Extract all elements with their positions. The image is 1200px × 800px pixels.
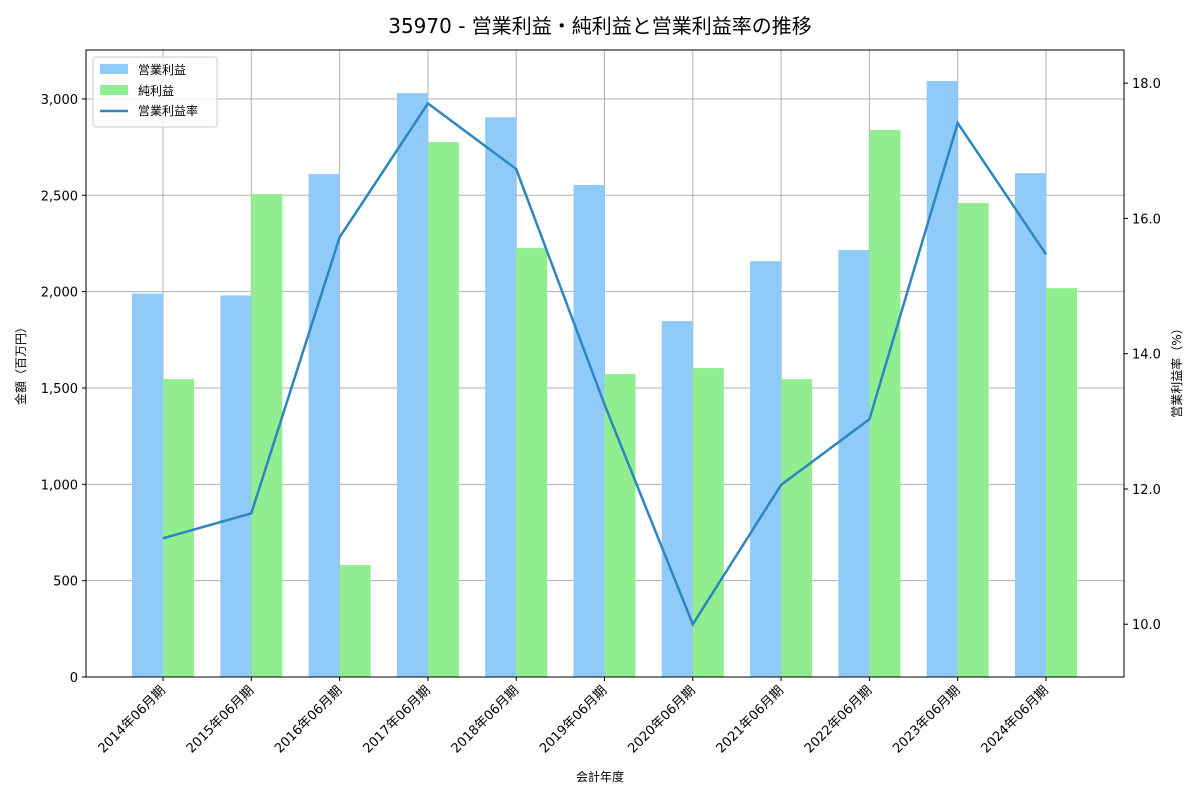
bar-operating-profit <box>838 250 870 677</box>
operating-margin-line <box>162 101 1048 627</box>
bar-net-profit <box>692 368 724 677</box>
y2-tick-label: 12.0 <box>1132 483 1161 498</box>
x-tick-label: 2015年06月期 <box>184 683 257 756</box>
y-axis-label: 金額（百万円） <box>13 321 28 405</box>
legend-swatch-net-profit <box>100 85 128 95</box>
bar-net-profit <box>163 379 194 677</box>
left-axis-ticks: 0 500 1,000 1,500 2,000 2,500 3,000 <box>41 93 86 686</box>
right-axis-ticks: 10.0 12.0 14.0 16.0 18.0 <box>1124 77 1161 633</box>
y2-tick-label: 18.0 <box>1132 77 1161 92</box>
bar-net-profit <box>516 248 548 678</box>
legend-label: 純利益 <box>138 84 174 98</box>
legend-swatch-operating-profit <box>100 64 128 74</box>
x-axis-ticks: 2014年06月期 2015年06月期 2016年06月期 2017年06月期 2018… <box>96 677 1052 757</box>
bar-operating-profit <box>573 185 605 678</box>
bar-net-profit <box>957 202 989 678</box>
y2-axis-label: 営業利益率（%） <box>1169 322 1184 417</box>
y2-tick-label: 14.0 <box>1132 348 1161 363</box>
x-tick-label: 2023年06月期 <box>890 683 963 756</box>
y-tick-label: 500 <box>53 575 78 590</box>
legend-box <box>92 56 218 128</box>
bar-operating-profit <box>396 93 428 678</box>
y2-tick-label: 16.0 <box>1132 212 1161 227</box>
x-tick-label: 2020年06月期 <box>625 683 698 756</box>
x-tick-label: 2022年06月期 <box>802 683 875 756</box>
x-tick-label: 2016年06月期 <box>272 683 345 756</box>
bar-operating-profit <box>308 174 340 678</box>
x-tick-label: 2019年06月期 <box>537 683 610 756</box>
y-tick-label: 2,500 <box>41 189 78 204</box>
legend-label: 営業利益率 <box>138 103 198 118</box>
bar-net-profit <box>339 565 371 677</box>
bar-net-profit <box>1046 288 1077 677</box>
line-series <box>162 101 1048 627</box>
bar-operating-profit <box>926 81 958 677</box>
bar-operating-profit <box>485 117 517 678</box>
x-tick-label: 2021年06月期 <box>714 683 787 756</box>
x-tick-label: 2017年06月期 <box>360 683 433 756</box>
y-tick-label: 1,500 <box>41 382 78 397</box>
x-tick-label: 2014年06月期 <box>96 683 169 756</box>
y-tick-label: 3,000 <box>41 93 78 108</box>
bar-operating-profit <box>1015 173 1046 677</box>
y-tick-label: 0 <box>70 671 78 686</box>
y2-tick-label: 10.0 <box>1132 618 1161 633</box>
y-tick-label: 1,000 <box>41 478 78 493</box>
legend-label: 営業利益 <box>138 63 186 77</box>
bar-operating-profit <box>220 295 252 677</box>
bar-series <box>132 81 1077 678</box>
x-axis-label: 会計年度 <box>576 769 624 784</box>
chart-title: 35970 - 営業利益・純利益と営業利益率の推移 <box>388 14 812 38</box>
bar-net-profit <box>251 194 283 677</box>
bar-operating-profit <box>661 321 693 677</box>
bar-operating-profit <box>132 293 163 677</box>
bar-net-profit <box>781 379 813 677</box>
x-tick-label: 2018年06月期 <box>449 683 522 756</box>
bar-net-profit <box>427 142 459 677</box>
bar-operating-profit <box>750 261 782 677</box>
y-tick-label: 2,000 <box>41 286 78 301</box>
bar-net-profit <box>604 374 636 677</box>
x-tick-label: 2024年06月期 <box>979 683 1052 756</box>
